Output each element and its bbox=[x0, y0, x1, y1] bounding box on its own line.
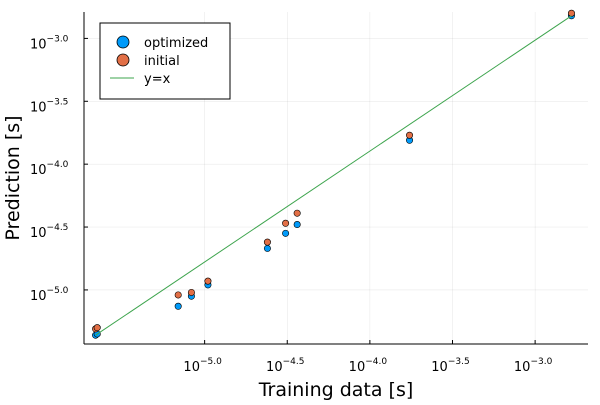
initial-point bbox=[406, 131, 414, 139]
y-tick-label: 10−3.5 bbox=[30, 97, 68, 115]
optimized-point bbox=[293, 221, 301, 229]
y-tick-label: 10−4.0 bbox=[30, 160, 69, 178]
grid-lines bbox=[84, 12, 588, 344]
y-axis-title: Prediction [s] bbox=[2, 115, 24, 240]
legend-label-optimized: optimized bbox=[144, 36, 208, 51]
initial-point bbox=[174, 291, 182, 299]
x-axis-title: Training data [s] bbox=[258, 379, 414, 400]
legend-label-y-x: y=x bbox=[144, 72, 171, 87]
y-tick-label: 10−5.0 bbox=[30, 286, 69, 304]
x-tick-label: 10−3.0 bbox=[514, 357, 553, 375]
tick-labels: 10−5.0 10−4.5 10−4.0 10−3.5 10−3.0 10−5.0 10−4… bbox=[30, 34, 553, 375]
axes bbox=[83, 12, 588, 345]
initial-point bbox=[282, 219, 290, 227]
legend-swatch-initial bbox=[116, 53, 130, 67]
legend: optimized initial y=x bbox=[99, 22, 231, 100]
initial-point bbox=[93, 324, 101, 332]
initial-point bbox=[263, 238, 271, 246]
data-series bbox=[92, 9, 575, 339]
y-tick-label: 10−3.0 bbox=[30, 34, 69, 52]
optimized-point bbox=[174, 302, 182, 310]
legend-swatch-optimized bbox=[116, 35, 130, 49]
initial-point bbox=[204, 277, 212, 285]
initial-point bbox=[567, 9, 575, 17]
x-tick-label: 10−4.0 bbox=[349, 357, 388, 375]
initial-point bbox=[187, 288, 195, 296]
y-x-line bbox=[95, 15, 572, 336]
initial-point bbox=[293, 209, 301, 217]
optimized-point bbox=[263, 244, 271, 252]
x-tick-label: 10−4.5 bbox=[266, 357, 304, 375]
optimized-point bbox=[282, 229, 290, 237]
x-tick-label: 10−3.5 bbox=[431, 357, 469, 375]
legend-label-initial: initial bbox=[144, 54, 180, 69]
y-tick-label: 10−4.5 bbox=[30, 223, 68, 241]
x-tick-label: 10−5.0 bbox=[183, 357, 222, 375]
